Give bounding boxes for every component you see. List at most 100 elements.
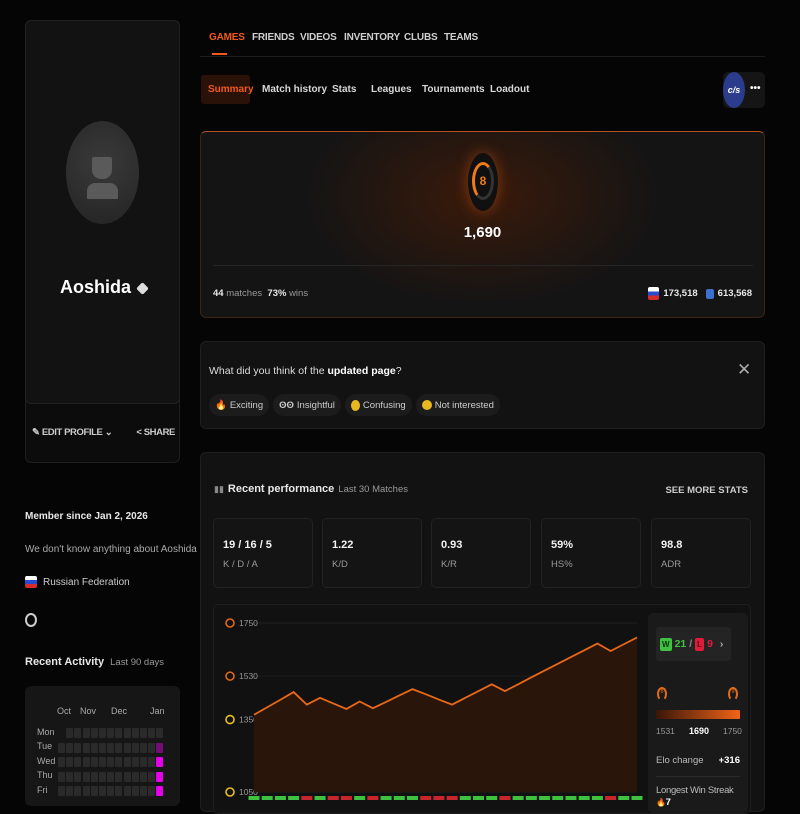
win-badge: W: [660, 638, 672, 651]
match-result-loss[interactable]: [605, 796, 616, 800]
region-rank[interactable]: 613,568: [718, 288, 752, 299]
match-result-loss[interactable]: [341, 796, 352, 800]
activity-cell: [107, 772, 114, 782]
tab-games[interactable]: GAMES: [209, 32, 245, 43]
username: Aoshida: [60, 277, 131, 297]
match-result-win[interactable]: [394, 796, 405, 800]
elo-value: 1,690: [201, 224, 764, 241]
match-result-win[interactable]: [513, 796, 524, 800]
match-result-win[interactable]: [565, 796, 576, 800]
close-icon[interactable]: ✕: [737, 360, 751, 380]
month-label: Nov: [80, 706, 96, 716]
feedback-not-interested[interactable]: Not interested: [416, 394, 500, 416]
activity-cell: [66, 728, 73, 738]
elo-range-bar: [656, 710, 740, 719]
month-label: Jan: [150, 706, 165, 716]
match-result-win[interactable]: [592, 796, 603, 800]
more-options-icon[interactable]: •••: [750, 83, 761, 94]
match-result-loss[interactable]: [499, 796, 510, 800]
match-result-win[interactable]: [473, 796, 484, 800]
match-result-win[interactable]: [618, 796, 629, 800]
see-more-stats-link[interactable]: SEE MORE STATS: [665, 485, 748, 496]
activity-cell: [140, 728, 147, 738]
activity-cell: [156, 743, 163, 753]
day-label: Mon: [37, 727, 55, 737]
match-result-win[interactable]: [249, 796, 260, 800]
tab-clubs[interactable]: CLUBS: [404, 32, 437, 43]
activity-cell: [132, 786, 139, 796]
match-result-win[interactable]: [381, 796, 392, 800]
activity-cell: [66, 757, 73, 767]
day-label: Wed: [37, 756, 55, 766]
match-result-win[interactable]: [407, 796, 418, 800]
country-rank[interactable]: 173,518: [663, 288, 697, 299]
activity-cell: [74, 728, 81, 738]
feedback-confusing[interactable]: Confusing: [345, 394, 412, 416]
subtab-leagues[interactable]: Leagues: [371, 84, 412, 95]
tab-inventory[interactable]: INVENTORY: [344, 32, 400, 43]
eyes-icon: ʘʘ: [279, 400, 294, 411]
match-result-win[interactable]: [632, 796, 643, 800]
activity-cell: [132, 757, 139, 767]
activity-cell: [83, 772, 90, 782]
match-result-loss[interactable]: [433, 796, 444, 800]
match-result-loss[interactable]: [367, 796, 378, 800]
subtab-match-history[interactable]: Match history: [262, 84, 327, 95]
match-result-win[interactable]: [262, 796, 273, 800]
feedback-card: What did you think of the updated page? …: [200, 341, 765, 429]
match-result-win[interactable]: [354, 796, 365, 800]
subtab-summary[interactable]: Summary: [208, 84, 254, 95]
range-current: 1690: [689, 726, 709, 736]
subtab-stats[interactable]: Stats: [332, 84, 356, 95]
tab-videos[interactable]: VIDEOS: [300, 32, 337, 43]
avatar[interactable]: [66, 121, 139, 224]
elo-hero-card: 8 1,690 44 matches 73% wins 173,518 613,…: [200, 131, 765, 318]
wins-count: 21: [675, 638, 687, 650]
activity-cell: [148, 728, 155, 738]
match-result-win[interactable]: [579, 796, 590, 800]
match-result-win[interactable]: [552, 796, 563, 800]
edit-profile-button[interactable]: ✎ EDIT PROFILE ⌄: [32, 427, 112, 438]
match-result-loss[interactable]: [420, 796, 431, 800]
match-result-win[interactable]: [315, 796, 326, 800]
activity-cell: [140, 786, 147, 796]
activity-cell: [156, 728, 163, 738]
win-streak-label: Longest Win Streak: [656, 785, 734, 797]
elo-change-value: +316: [719, 755, 740, 766]
activity-cell: [148, 743, 155, 753]
match-result-win[interactable]: [486, 796, 497, 800]
member-since: Member since Jan 2, 2026: [25, 511, 148, 522]
fire-icon: 🔥: [656, 798, 666, 807]
feedback-exciting[interactable]: 🔥Exciting: [209, 394, 269, 416]
match-result-win[interactable]: [460, 796, 471, 800]
cs-logo-icon[interactable]: c/s: [723, 72, 745, 108]
match-result-loss[interactable]: [447, 796, 458, 800]
activity-cell: [115, 743, 122, 753]
match-result-win[interactable]: [539, 796, 550, 800]
tab-teams[interactable]: TEAMS: [444, 32, 478, 43]
win-loss-summary[interactable]: W 21 / L 9 ›: [656, 627, 731, 661]
match-result-win[interactable]: [275, 796, 286, 800]
level-7-icon: [226, 716, 234, 724]
match-result-loss[interactable]: [328, 796, 339, 800]
activity-cell: [115, 728, 122, 738]
activity-cell: [107, 757, 114, 767]
activity-cell: [66, 786, 73, 796]
tab-friends[interactable]: FRIENDS: [252, 32, 295, 43]
activity-cell: [74, 757, 81, 767]
match-result-win[interactable]: [526, 796, 537, 800]
chevron-right-icon: ›: [720, 638, 724, 650]
day-label: Fri: [37, 785, 48, 795]
share-button[interactable]: < SHARE: [136, 427, 175, 438]
steam-icon[interactable]: [25, 613, 37, 627]
activity-cell: [58, 757, 65, 767]
activity-cell: [91, 743, 98, 753]
match-result-loss[interactable]: [301, 796, 312, 800]
activity-cell: [140, 757, 147, 767]
match-result-win[interactable]: [288, 796, 299, 800]
losses-count: 9: [707, 638, 713, 650]
subtab-tournaments[interactable]: Tournaments: [422, 84, 485, 95]
subtab-loadout[interactable]: Loadout: [490, 84, 529, 95]
